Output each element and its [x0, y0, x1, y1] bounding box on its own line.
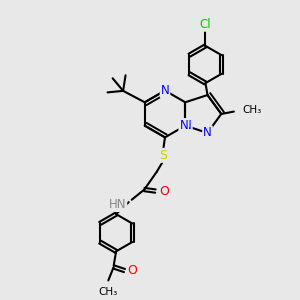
Text: CH₃: CH₃: [98, 287, 117, 297]
Text: Cl: Cl: [200, 18, 211, 31]
Text: N: N: [179, 119, 188, 132]
Text: O: O: [160, 184, 169, 198]
Text: N: N: [203, 126, 212, 140]
Text: N: N: [160, 84, 169, 97]
Text: N: N: [183, 119, 192, 132]
Text: O: O: [128, 264, 137, 277]
Text: CH₃: CH₃: [242, 105, 262, 116]
Text: S: S: [160, 149, 167, 162]
Text: HN: HN: [109, 198, 126, 211]
